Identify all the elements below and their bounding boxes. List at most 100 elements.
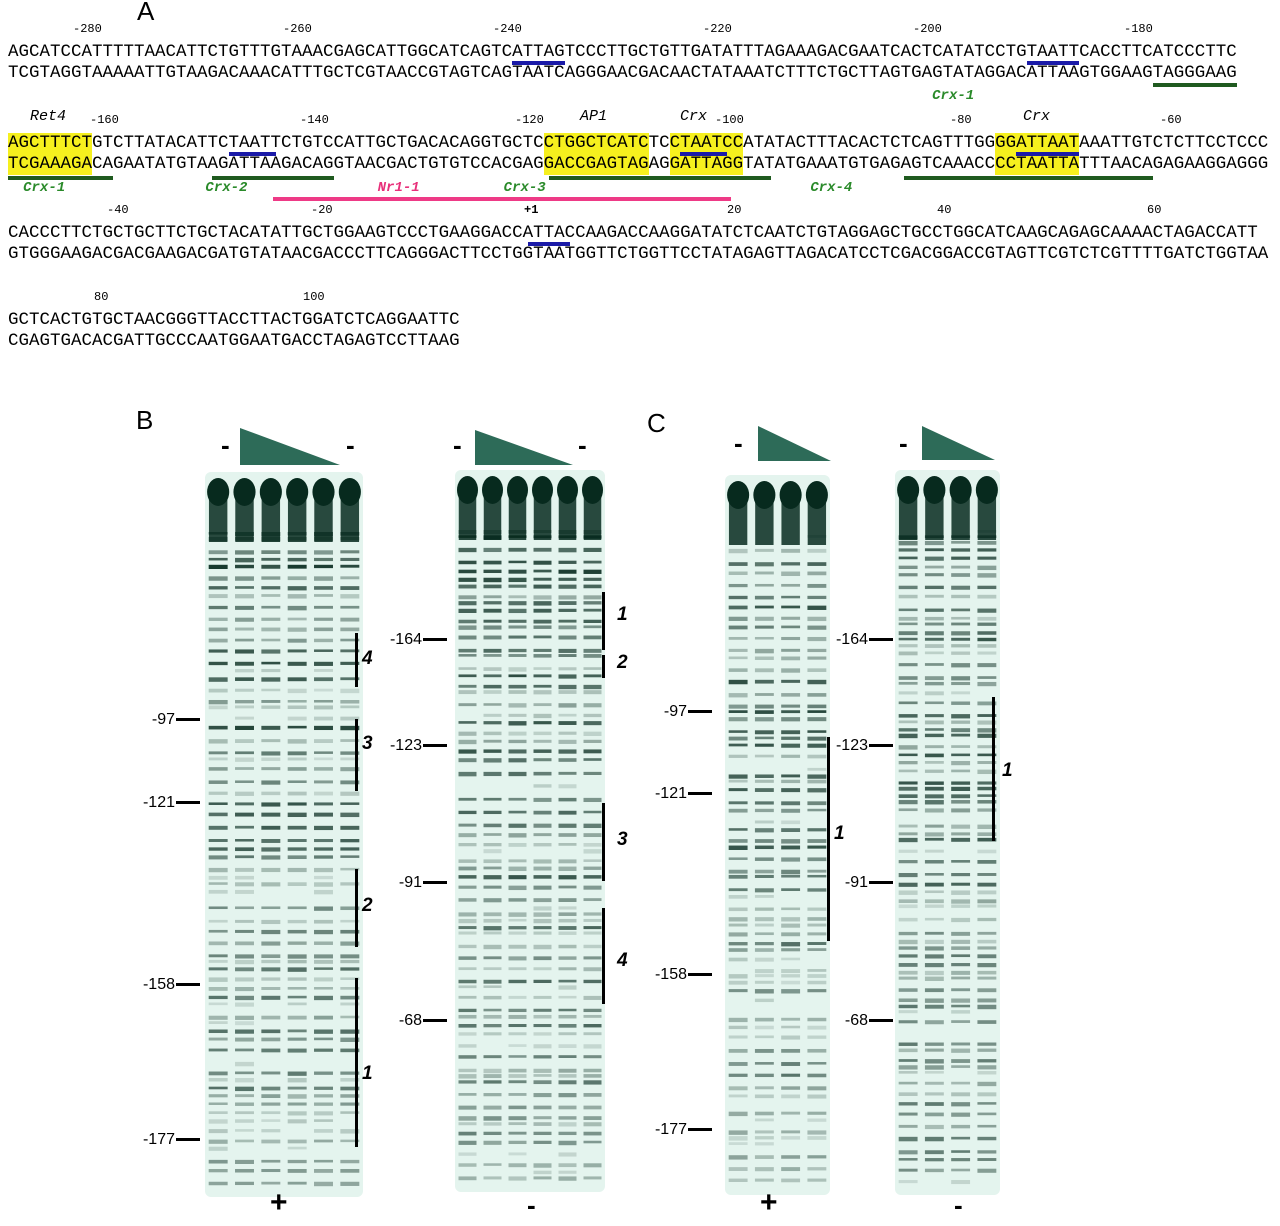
tata-underline bbox=[680, 152, 728, 156]
region-number: 1 bbox=[362, 1063, 373, 1084]
gel-band bbox=[754, 801, 774, 805]
gel-band bbox=[533, 577, 552, 581]
gel-band bbox=[314, 1094, 333, 1098]
gel-band bbox=[558, 530, 577, 535]
gel-band bbox=[754, 679, 774, 684]
gel-band bbox=[458, 931, 477, 935]
gel-band bbox=[340, 855, 360, 858]
gel-band bbox=[728, 895, 748, 899]
gel-band bbox=[508, 1014, 527, 1019]
gel-band bbox=[458, 731, 477, 736]
gel-band bbox=[754, 562, 774, 567]
gel-band bbox=[287, 812, 307, 818]
gel-band bbox=[924, 1158, 944, 1162]
gel-band bbox=[728, 625, 748, 630]
gel-band bbox=[898, 714, 918, 718]
gel-band bbox=[951, 769, 971, 773]
gel-band bbox=[583, 1024, 602, 1028]
gel-band bbox=[977, 800, 997, 804]
gel-band bbox=[235, 627, 254, 631]
gel-band bbox=[314, 594, 333, 597]
gel-smear bbox=[287, 497, 307, 542]
gel-band bbox=[508, 1080, 527, 1084]
gel-smear bbox=[483, 495, 502, 540]
gel-band bbox=[781, 980, 801, 985]
gel-band bbox=[287, 617, 307, 621]
gel-band bbox=[533, 912, 552, 917]
gel-band bbox=[951, 808, 971, 813]
gel-band bbox=[977, 917, 997, 922]
gel-band bbox=[235, 1029, 254, 1034]
gel-band bbox=[807, 1025, 827, 1030]
gel-band bbox=[533, 931, 552, 935]
panel-c-letter: C bbox=[647, 408, 666, 438]
gel-band bbox=[208, 1168, 228, 1173]
gel-band bbox=[533, 995, 552, 999]
gel-band bbox=[314, 668, 333, 672]
gel-band bbox=[951, 565, 971, 569]
gel-band bbox=[728, 857, 748, 860]
size-marker: -164 bbox=[836, 630, 893, 649]
bottom-strand: CGAGTGACACGATTGCCCAATGGAATGACCTAGAGTCCTT… bbox=[8, 331, 460, 351]
gel-band bbox=[781, 595, 801, 599]
gel-band bbox=[924, 849, 944, 853]
gel-band bbox=[728, 948, 748, 952]
gel-band bbox=[898, 540, 918, 546]
gel-band bbox=[898, 882, 918, 887]
region-number: 2 bbox=[362, 895, 373, 916]
gel-band bbox=[951, 1150, 971, 1153]
gel-band bbox=[951, 1124, 971, 1129]
gel-band bbox=[924, 1071, 944, 1074]
gel-band bbox=[728, 788, 748, 792]
gel-band bbox=[728, 1142, 748, 1146]
gel-band bbox=[898, 608, 918, 612]
gel-band bbox=[583, 875, 602, 879]
gel-band bbox=[781, 845, 801, 850]
gel-band bbox=[508, 547, 527, 552]
gel-band bbox=[458, 601, 477, 606]
gel-band bbox=[781, 571, 801, 577]
gel-band bbox=[508, 944, 527, 949]
gel-band bbox=[754, 969, 774, 974]
gel-band bbox=[287, 638, 307, 643]
gel-smear bbox=[781, 500, 800, 545]
gel-band bbox=[807, 535, 827, 538]
gel-band bbox=[898, 808, 918, 812]
gel-band bbox=[208, 1102, 228, 1106]
gel-band bbox=[558, 584, 577, 589]
gel-band bbox=[287, 967, 307, 972]
size-marker: -123 bbox=[836, 736, 893, 755]
gel-band bbox=[807, 1167, 827, 1171]
gel-band bbox=[483, 918, 502, 923]
gel-band bbox=[314, 959, 333, 964]
gel-band bbox=[924, 1168, 944, 1173]
gel-band bbox=[483, 1014, 502, 1019]
gel-band bbox=[951, 1092, 971, 1097]
gel-band bbox=[287, 1037, 307, 1041]
gel-band bbox=[924, 1136, 944, 1142]
gel-band bbox=[458, 577, 477, 582]
gel-band bbox=[977, 535, 997, 539]
gel-band bbox=[807, 845, 827, 849]
gel-band bbox=[807, 923, 827, 927]
gel-band bbox=[287, 906, 307, 910]
gel-band bbox=[508, 535, 527, 538]
gel-band bbox=[951, 691, 971, 695]
gel-band bbox=[583, 648, 602, 653]
gel-band bbox=[558, 721, 577, 725]
gel-band bbox=[977, 794, 997, 797]
gel-band bbox=[235, 1078, 254, 1083]
gel-band bbox=[583, 1068, 602, 1073]
gel-band bbox=[340, 847, 360, 851]
gel-band bbox=[558, 906, 577, 910]
gel-band bbox=[235, 941, 254, 946]
gel-band bbox=[458, 758, 477, 763]
gel-band bbox=[977, 663, 997, 668]
gel-band bbox=[558, 713, 577, 717]
gel-band bbox=[533, 654, 552, 658]
gel-band bbox=[807, 1118, 827, 1122]
gel-band bbox=[208, 638, 228, 643]
gel-band bbox=[287, 649, 307, 653]
gel-band bbox=[208, 929, 228, 933]
gel-band bbox=[533, 560, 552, 565]
